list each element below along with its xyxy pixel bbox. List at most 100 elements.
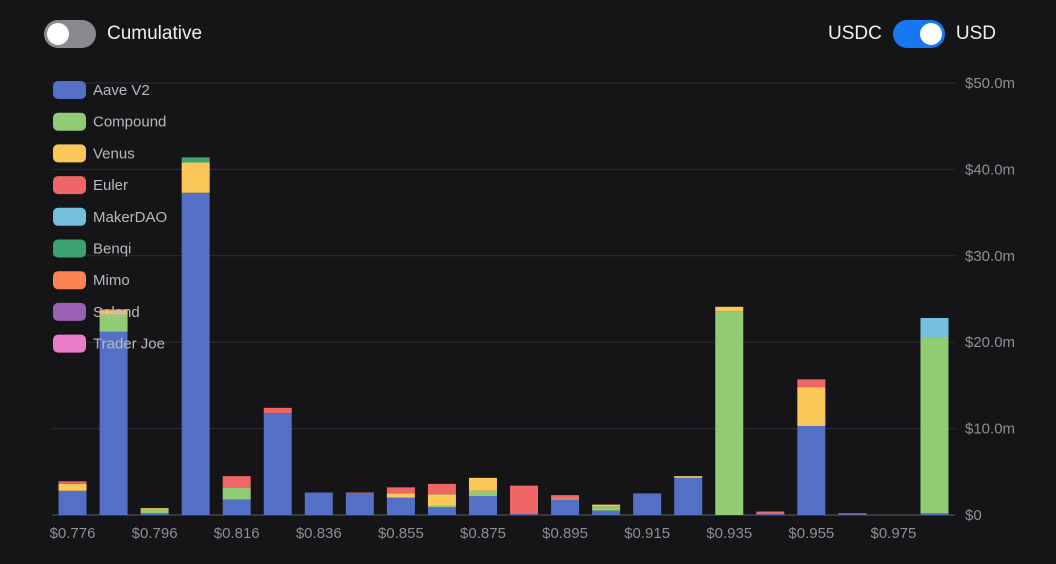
bar-segment-makerdao[interactable] bbox=[920, 318, 949, 338]
bar-segment-compound[interactable] bbox=[920, 337, 949, 514]
x-tick-label: $0.975 bbox=[870, 525, 916, 542]
bar-segment-benqi[interactable] bbox=[181, 157, 210, 163]
bar-segment-venus[interactable] bbox=[551, 498, 580, 500]
bar-segment-euler[interactable] bbox=[222, 476, 251, 488]
bar-segment-compound[interactable] bbox=[140, 508, 169, 514]
bar-segment-aave-v2[interactable] bbox=[345, 493, 374, 515]
bar-segment-euler[interactable] bbox=[386, 487, 415, 494]
bar-segment-euler[interactable] bbox=[510, 485, 539, 515]
bar-segment-venus[interactable] bbox=[797, 387, 826, 427]
bar-segment-aave-v2[interactable] bbox=[551, 499, 580, 515]
bar-segment-venus[interactable] bbox=[181, 162, 210, 193]
cumulative-label: Cumulative bbox=[107, 23, 203, 44]
bar-segment-euler[interactable] bbox=[551, 495, 580, 499]
bar-segment-aave-v2[interactable] bbox=[592, 510, 621, 515]
bar-segment-euler[interactable] bbox=[756, 511, 785, 515]
x-tick-label: $0.895 bbox=[542, 525, 588, 542]
bar-segment-aave-v2[interactable] bbox=[756, 514, 785, 515]
usdc-label: USDC bbox=[828, 23, 882, 44]
x-tick-label: $0.875 bbox=[460, 525, 506, 542]
bar-segment-compound[interactable] bbox=[715, 311, 744, 515]
bar-segment-venus[interactable] bbox=[715, 306, 744, 312]
bar-segment-aave-v2[interactable] bbox=[510, 514, 539, 515]
y-tick-label: $10.0m bbox=[965, 421, 1015, 438]
bar-segment-aave-v2[interactable] bbox=[140, 513, 169, 515]
bar-segment-euler[interactable] bbox=[263, 407, 292, 414]
bar-segment-aave-v2[interactable] bbox=[386, 497, 415, 515]
bar-segment-euler[interactable] bbox=[797, 379, 826, 388]
legend-swatch-mimo[interactable] bbox=[53, 271, 86, 290]
bar-segment-venus[interactable] bbox=[386, 493, 415, 498]
legend-label-compound[interactable]: Compound bbox=[93, 114, 166, 131]
y-tick-label: $0 bbox=[965, 507, 982, 524]
legend-label-benqi[interactable]: Benqi bbox=[93, 241, 131, 258]
legend: Aave V2 Compound Venus Euler MakerDAO Benqi Mi… bbox=[53, 81, 167, 353]
bar-segment-venus[interactable] bbox=[468, 477, 497, 491]
bar-segment-compound[interactable] bbox=[222, 487, 251, 500]
bar-segment-venus[interactable] bbox=[140, 508, 169, 509]
bar-segment-aave-v2[interactable] bbox=[838, 514, 867, 515]
y-tick-label: $40.0m bbox=[965, 161, 1015, 178]
x-tick-label: $0.816 bbox=[214, 525, 260, 542]
bar-segment-euler[interactable] bbox=[427, 483, 456, 495]
axes: $0 $10.0m $20.0m $30.0m $40.0m $50.0m $0.776 $0… bbox=[50, 75, 1015, 542]
bar-segment-aave-v2[interactable] bbox=[181, 192, 210, 515]
bar-segment-aave-v2[interactable] bbox=[674, 477, 703, 515]
y-tick-label: $50.0m bbox=[965, 75, 1015, 92]
bar-segment-euler[interactable] bbox=[345, 492, 374, 494]
bar-segment-venus[interactable] bbox=[427, 494, 456, 506]
bar-segment-aave-v2[interactable] bbox=[920, 513, 949, 515]
bar-segment-venus[interactable] bbox=[58, 483, 87, 491]
legend-label-trader-joe[interactable]: Trader Joe bbox=[93, 336, 165, 353]
bar-segment-aave-v2[interactable] bbox=[427, 507, 456, 515]
x-tick-label: $0.915 bbox=[624, 525, 670, 542]
x-tick-label: $0.836 bbox=[296, 525, 342, 542]
currency-toggle-group: USDC USD bbox=[828, 20, 996, 48]
x-tick-label: $0.796 bbox=[132, 525, 178, 542]
legend-swatch-solend[interactable] bbox=[53, 302, 86, 321]
bar-segment-venus[interactable] bbox=[99, 310, 128, 315]
bar-segment-aave-v2[interactable] bbox=[222, 499, 251, 515]
bar-segment-venus[interactable] bbox=[592, 504, 621, 507]
bar-segment-aave-v2[interactable] bbox=[468, 495, 497, 515]
legend-label-euler[interactable]: Euler bbox=[93, 177, 128, 194]
bar-segment-euler[interactable] bbox=[58, 481, 87, 484]
bar-segment-euler[interactable] bbox=[838, 513, 867, 515]
bar-segment-aave-v2[interactable] bbox=[99, 331, 128, 515]
bar-segment-mimo[interactable] bbox=[99, 309, 128, 311]
legend-label-aave-v2[interactable]: Aave V2 bbox=[93, 82, 150, 99]
bar-segment-compound[interactable] bbox=[427, 505, 456, 508]
bars bbox=[58, 157, 949, 515]
legend-label-venus[interactable]: Venus bbox=[93, 145, 135, 162]
bar-segment-venus[interactable] bbox=[674, 476, 703, 478]
legend-swatch-trader-joe[interactable] bbox=[53, 334, 86, 353]
y-tick-label: $30.0m bbox=[965, 248, 1015, 265]
usd-label: USD bbox=[955, 23, 996, 44]
legend-swatch-compound[interactable] bbox=[53, 112, 86, 131]
legend-label-solend[interactable]: Solend bbox=[93, 304, 140, 321]
bar-segment-aave-v2[interactable] bbox=[304, 492, 333, 515]
legend-label-makerdao[interactable]: MakerDAO bbox=[93, 209, 167, 226]
bar-segment-aave-v2[interactable] bbox=[797, 426, 826, 515]
legend-swatch-euler[interactable] bbox=[53, 176, 86, 195]
bar-segment-compound[interactable] bbox=[99, 314, 128, 332]
cumulative-toggle-group: Cumulative bbox=[44, 20, 202, 48]
currency-toggle[interactable] bbox=[892, 20, 945, 48]
toggle-knob bbox=[919, 23, 942, 45]
bar-segment-aave-v2[interactable] bbox=[263, 413, 292, 515]
legend-swatch-makerdao[interactable] bbox=[53, 207, 86, 226]
toggle-knob bbox=[47, 23, 69, 45]
bar-segment-aave-v2[interactable] bbox=[58, 490, 87, 515]
x-tick-label: $0.935 bbox=[706, 525, 752, 542]
bar-segment-aave-v2[interactable] bbox=[633, 493, 662, 515]
x-tick-label: $0.855 bbox=[378, 525, 424, 542]
cumulative-toggle[interactable] bbox=[44, 20, 96, 48]
legend-swatch-venus[interactable] bbox=[53, 144, 86, 163]
legend-swatch-benqi[interactable] bbox=[53, 239, 86, 258]
bar-segment-compound[interactable] bbox=[592, 506, 621, 511]
legend-swatch-aave-v2[interactable] bbox=[53, 81, 86, 99]
y-tick-label: $20.0m bbox=[965, 334, 1015, 351]
bar-segment-compound[interactable] bbox=[468, 490, 497, 496]
legend-label-mimo[interactable]: Mimo bbox=[93, 272, 130, 289]
